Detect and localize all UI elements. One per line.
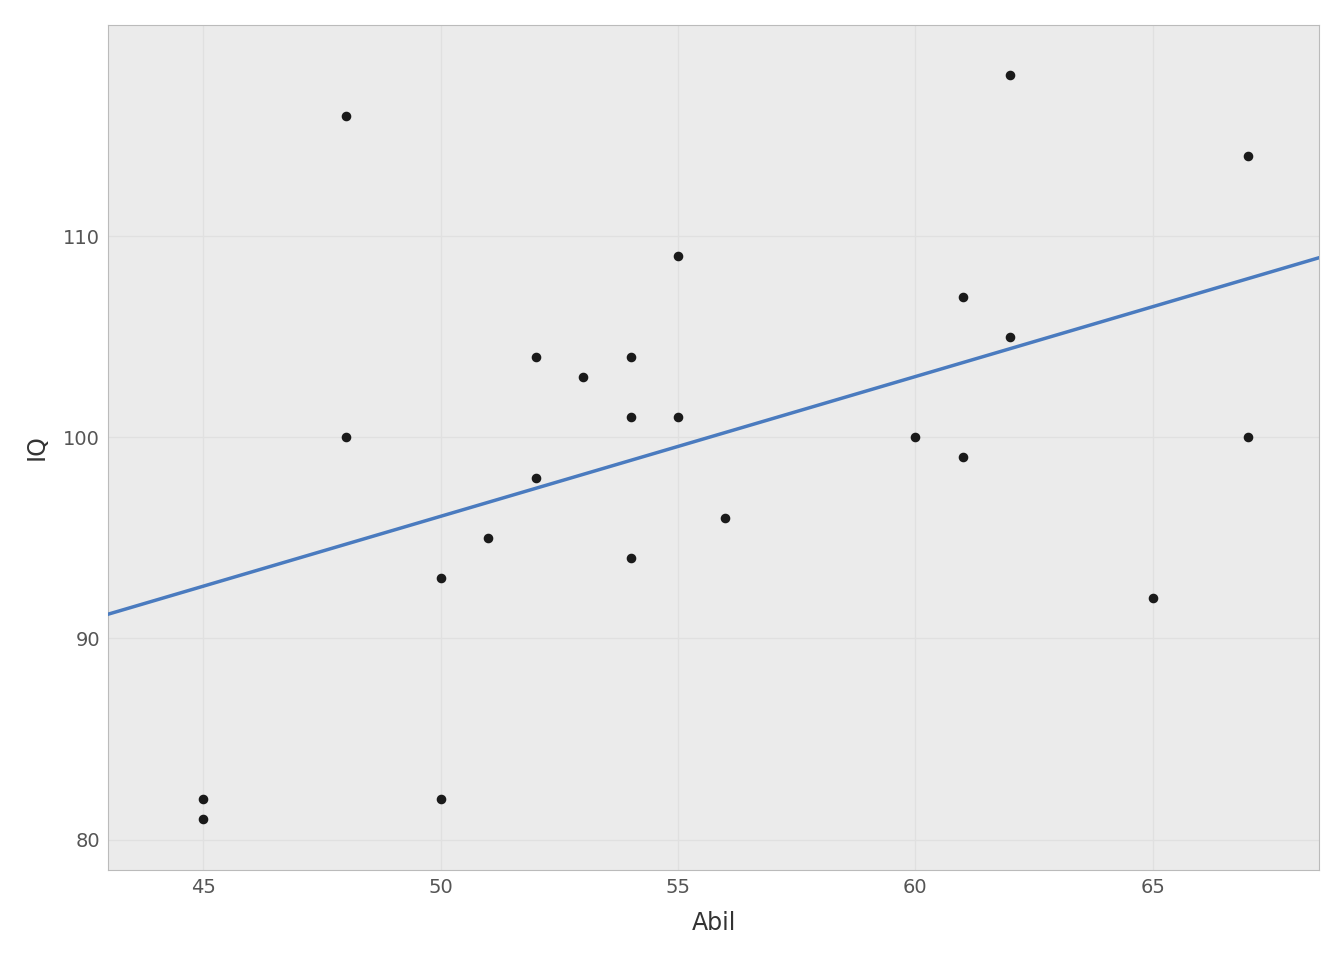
- Point: [192, 812, 214, 828]
- Point: [952, 450, 973, 466]
- Point: [335, 108, 356, 123]
- Point: [620, 410, 641, 425]
- Point: [430, 570, 452, 586]
- Point: [573, 370, 594, 385]
- Point: [477, 530, 499, 545]
- Point: [620, 550, 641, 565]
- X-axis label: Abil: Abil: [691, 911, 735, 935]
- Point: [430, 792, 452, 807]
- Point: [1000, 67, 1021, 83]
- Point: [192, 792, 214, 807]
- Point: [1000, 329, 1021, 345]
- Point: [620, 349, 641, 365]
- Point: [524, 349, 546, 365]
- Point: [1236, 148, 1258, 163]
- Point: [524, 469, 546, 485]
- Point: [335, 430, 356, 445]
- Point: [715, 510, 737, 525]
- Point: [1142, 590, 1164, 606]
- Point: [667, 410, 688, 425]
- Point: [952, 289, 973, 304]
- Point: [1236, 430, 1258, 445]
- Point: [905, 430, 926, 445]
- Y-axis label: IQ: IQ: [26, 435, 48, 461]
- Point: [667, 249, 688, 264]
